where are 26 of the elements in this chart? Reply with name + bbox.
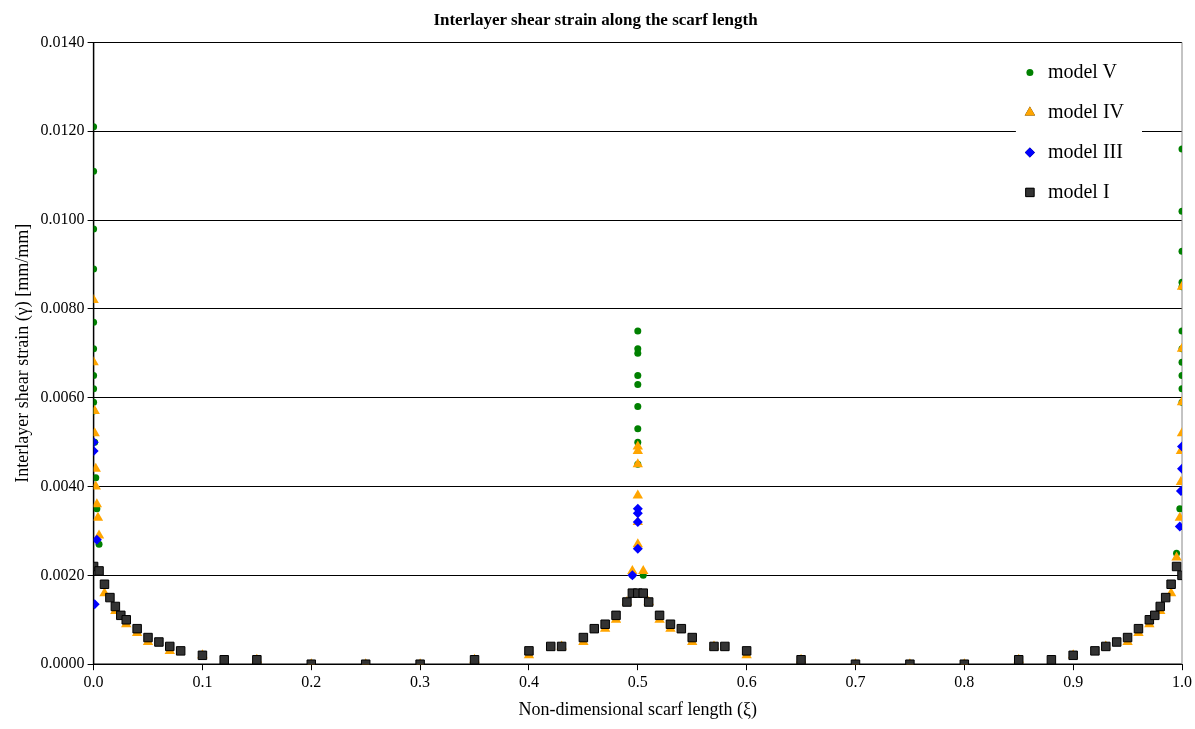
x-tick-label: 0.2 [301, 673, 322, 690]
legend-label: model V [1047, 59, 1118, 82]
y-tick-label: 0.0080 [40, 299, 85, 317]
x-tick-label: 0.9 [1063, 673, 1084, 690]
x-tick-label: 0.0 [83, 673, 104, 690]
x-tick-label: 0.7 [845, 673, 866, 690]
legend-label: model III [1047, 139, 1123, 162]
y-tick-label: 0.0120 [40, 121, 85, 139]
x-tick-label: 1.0 [1172, 673, 1192, 690]
y-axis-title: Interlayer shear strain (γ) [mm/mm] [11, 223, 33, 483]
x-tick-label: 0.1 [192, 673, 213, 690]
legend-label: model I [1047, 179, 1110, 202]
y-tick-label: 0.0060 [40, 387, 85, 405]
y-tick-label: 0.0000 [40, 654, 85, 672]
x-tick-label: 0.3 [410, 673, 431, 690]
x-axis-title: Non-dimensional scarf length (ξ) [518, 698, 758, 720]
y-tick-label: 0.0020 [40, 565, 85, 583]
legend-label: model IV [1047, 99, 1125, 122]
y-tick-label: 0.0140 [40, 32, 85, 50]
y-tick-label: 0.0100 [40, 210, 85, 228]
x-tick-label: 0.6 [736, 673, 757, 690]
x-tick-label: 0.5 [627, 673, 648, 690]
x-tick-label: 0.4 [518, 673, 539, 690]
chart-title: Interlayer shear strain along the scarf length [433, 9, 759, 29]
y-tick-label: 0.0040 [40, 476, 85, 494]
x-tick-label: 0.8 [954, 673, 975, 690]
